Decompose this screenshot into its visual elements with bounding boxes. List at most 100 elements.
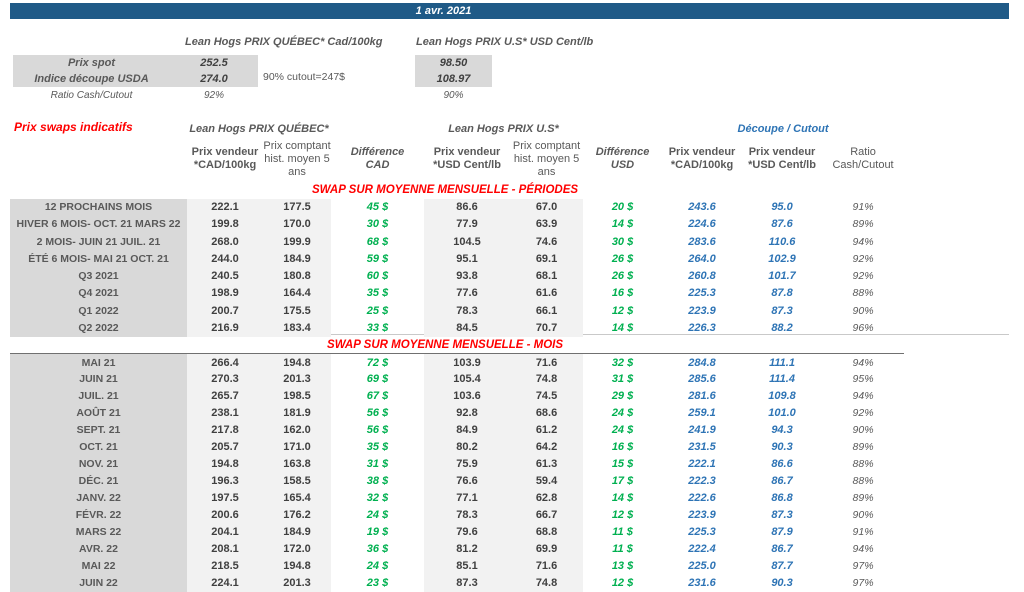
table-row: OCT. 21 205.7 171.0 35 $ 80.2 64.2 16 $ 231.5 90…: [10, 438, 904, 456]
row-label: OCT. 21: [10, 438, 187, 456]
cell-diff-cad: 32 $: [366, 492, 389, 505]
cell-diff-cad: 69 $: [366, 373, 389, 386]
table-row: AOÛT 21 238.1 181.9 56 $ 92.8 68.6 24 $ 259.1 10…: [10, 404, 904, 422]
cell-cad-comptant: 165.4: [263, 489, 332, 507]
cell-usd-comptant: 59.4: [510, 472, 584, 490]
cell-decoupe-cad: 284.8: [688, 356, 716, 369]
cell-usd-vendeur: 77.6: [424, 284, 511, 302]
cell-usd-vendeur: 81.2: [424, 540, 511, 558]
report-date: 1 avr. 2021: [415, 5, 472, 17]
summary-header-quebec: Lean Hogs PRIX QUÉBEC* Cad/100kg: [185, 36, 383, 48]
swaps-table: Prix swaps indicatifs Lean Hogs PRIX QUÉ…: [10, 120, 905, 592]
cell-ratio: 89%: [852, 492, 874, 505]
row-label: MARS 22: [10, 523, 187, 541]
row-label: 2 MOIS- JUIN 21 JUIL. 21: [10, 233, 187, 251]
cell-usd-comptant: 71.6: [510, 557, 584, 575]
cell-diff-usd: 12 $: [611, 577, 634, 590]
cell-decoupe-usd: 86.7: [771, 543, 793, 556]
row-label: MAI 21: [10, 353, 187, 371]
colhead-diff-cad: Différence CAD: [350, 146, 405, 172]
cell-usd-comptant: 74.8: [510, 370, 584, 388]
cell-decoupe-usd: 95.0: [771, 201, 793, 214]
cell-cad-comptant: 162.0: [263, 421, 332, 439]
cell-usd-comptant: 66.7: [510, 506, 584, 524]
colhead-decoupe-cad: Prix vendeur *CAD/100kg: [668, 146, 736, 172]
spacer: [331, 120, 424, 137]
cell-decoupe-usd: 87.6: [771, 218, 793, 231]
cell-usd-comptant: 68.8: [510, 523, 584, 541]
cell-decoupe-cad: 225.3: [688, 287, 716, 300]
value-prix-spot-us: 98.50: [415, 55, 492, 71]
cutout-note: 90% cutout=247$: [263, 71, 346, 83]
cell-usd-vendeur: 105.4: [424, 370, 511, 388]
cell-usd-comptant: 74.6: [510, 233, 584, 251]
cell-cad-vendeur: 240.5: [187, 267, 263, 285]
cell-cad-vendeur: 268.0: [187, 233, 263, 251]
cell-decoupe-usd: 111.1: [769, 356, 795, 369]
row-label: 12 PROCHAINS MOIS: [10, 198, 187, 216]
cell-cad-comptant: 183.4: [263, 319, 332, 337]
summary-header-us: Lean Hogs PRIX U.S* USD Cent/lb: [416, 36, 594, 48]
cell-ratio: 95%: [852, 373, 874, 386]
table-row: SEPT. 21 217.8 162.0 56 $ 84.9 61.2 24 $ 241.9 9…: [10, 421, 904, 439]
cell-decoupe-cad: 281.6: [688, 390, 716, 403]
cell-cad-vendeur: 200.7: [187, 302, 263, 320]
cell-cad-comptant: 176.2: [263, 506, 332, 524]
cell-cad-comptant: 164.4: [263, 284, 332, 302]
cell-diff-usd: 14 $: [611, 321, 634, 334]
cell-diff-cad: 35 $: [366, 287, 389, 300]
cell-decoupe-usd: 86.8: [771, 492, 793, 505]
cell-usd-vendeur: 75.9: [424, 455, 511, 473]
section-title: SWAP SUR MOYENNE MENSUELLE - PÉRIODES: [312, 183, 579, 196]
cell-diff-usd: 12 $: [611, 509, 634, 522]
cell-ratio: 97%: [852, 560, 874, 573]
cell-decoupe-cad: 225.0: [688, 560, 716, 573]
cell-usd-vendeur: 93.8: [424, 267, 511, 285]
cell-ratio: 90%: [852, 304, 874, 317]
label-prix-spot: Prix spot: [13, 55, 170, 71]
cell-usd-vendeur: 78.3: [424, 506, 511, 524]
cell-usd-comptant: 69.1: [510, 250, 584, 268]
cell-diff-usd: 30 $: [611, 235, 634, 248]
row-label: SEPT. 21: [10, 421, 187, 439]
cell-decoupe-cad: 225.3: [688, 526, 716, 539]
cell-ratio: 94%: [852, 390, 874, 403]
cell-cad-comptant: 171.0: [263, 438, 332, 456]
cell-decoupe-cad: 231.6: [688, 577, 716, 590]
cell-usd-comptant: 61.6: [510, 284, 584, 302]
cell-ratio: 92%: [852, 252, 874, 265]
row-label: MAI 22: [10, 557, 187, 575]
cell-decoupe-cad: 222.6: [688, 492, 716, 505]
cell-diff-usd: 16 $: [611, 287, 634, 300]
value-ratio-us: 90%: [443, 90, 464, 101]
table-row: JANV. 22 197.5 165.4 32 $ 77.1 62.8 14 $ 222.6 8…: [10, 489, 904, 507]
cell-usd-vendeur: 79.6: [424, 523, 511, 541]
row-label: JUIL. 21: [10, 387, 187, 405]
table-row: JUIL. 21 265.7 198.5 67 $ 103.6 74.5 29 $ 281.6…: [10, 387, 904, 405]
cell-cad-comptant: 172.0: [263, 540, 332, 558]
table-row: MAI 21 266.4 194.8 72 $ 103.9 71.6 32 $ 284.8 11…: [10, 353, 904, 371]
cell-decoupe-usd: 102.9: [768, 252, 796, 265]
cell-diff-cad: 24 $: [366, 560, 389, 573]
cell-cad-vendeur: 266.4: [187, 353, 263, 371]
cell-decoupe-cad: 243.6: [688, 201, 716, 214]
cell-diff-cad: 72 $: [366, 356, 389, 369]
cell-diff-usd: 24 $: [611, 407, 634, 420]
cell-decoupe-cad: 285.6: [688, 373, 716, 386]
date-title-bar: 1 avr. 2021: [10, 3, 1009, 19]
cell-diff-usd: 26 $: [611, 252, 634, 265]
cell-decoupe-usd: 90.3: [771, 441, 793, 454]
cell-cad-comptant: 180.8: [263, 267, 332, 285]
cell-cad-vendeur: 205.7: [187, 438, 263, 456]
table-row: Q2 2022 216.9 183.4 33 $ 84.5 70.7 14 $ 226.3 88…: [10, 319, 904, 337]
cell-diff-usd: 14 $: [611, 492, 634, 505]
cell-diff-cad: 25 $: [366, 304, 389, 317]
value-indice-qc: 274.0: [170, 71, 258, 87]
cell-diff-cad: 19 $: [366, 526, 389, 539]
cell-ratio: 91%: [852, 526, 874, 539]
row-label: Q4 2021: [10, 284, 187, 302]
table-row: HIVER 6 MOIS- OCT. 21 MARS 22 199.8 170.0 3…: [10, 215, 904, 233]
table-row: FÉVR. 22 200.6 176.2 24 $ 78.3 66.7 12 $ 223.9 8…: [10, 506, 904, 524]
column-header-row: Prix vendeur *CAD/100kg Prix comptant hi…: [10, 137, 904, 181]
cell-decoupe-cad: 241.9: [688, 424, 716, 437]
